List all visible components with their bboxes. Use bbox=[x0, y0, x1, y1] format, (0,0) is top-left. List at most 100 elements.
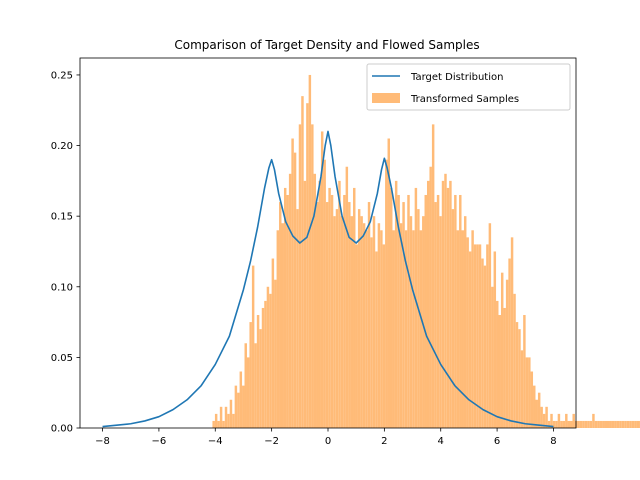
histogram-bar bbox=[542, 413, 546, 428]
histogram-bar bbox=[621, 420, 625, 428]
histogram-bar bbox=[454, 194, 457, 428]
histogram-bar bbox=[562, 420, 566, 428]
histogram-bar bbox=[394, 180, 398, 428]
histogram-bar bbox=[269, 293, 272, 428]
histogram-bar bbox=[229, 399, 233, 428]
histogram-bar bbox=[419, 230, 423, 428]
histogram-bar bbox=[353, 187, 356, 428]
y-tick-label: 0.05 bbox=[51, 353, 73, 364]
target-density-line bbox=[102, 130, 554, 428]
histogram-bar bbox=[560, 420, 563, 428]
histogram-bar bbox=[402, 202, 405, 428]
legend-box bbox=[366, 63, 571, 111]
histogram-bar bbox=[232, 413, 235, 428]
histogram-bars bbox=[212, 74, 640, 429]
histogram-bar bbox=[264, 300, 267, 428]
histogram-bar bbox=[340, 216, 344, 428]
histogram-bar bbox=[313, 173, 317, 428]
histogram-bar bbox=[318, 180, 321, 428]
histogram-bar bbox=[589, 420, 593, 428]
histogram-bar bbox=[237, 392, 240, 428]
density-line-group bbox=[102, 130, 554, 428]
histogram-bar bbox=[397, 194, 400, 428]
histogram-bar bbox=[298, 124, 302, 429]
histogram-bar bbox=[473, 244, 477, 428]
x-tick-label: 4 bbox=[438, 436, 444, 447]
y-tick-label: 0.10 bbox=[51, 282, 73, 293]
histogram-bar bbox=[382, 244, 386, 428]
histogram-bar bbox=[533, 385, 536, 428]
histogram-bar bbox=[537, 392, 541, 428]
histogram-bar bbox=[523, 315, 526, 428]
y-tick-label: 0.00 bbox=[51, 424, 73, 435]
y-tick-label: 0.20 bbox=[51, 141, 73, 152]
histogram-bar bbox=[449, 180, 452, 428]
histogram-bar bbox=[338, 180, 341, 428]
histogram-bar bbox=[515, 322, 519, 428]
histogram-bar bbox=[224, 406, 228, 428]
histogram-bar bbox=[417, 209, 420, 428]
histogram-bar bbox=[434, 202, 437, 428]
legend: Target Distribution Transformed Samples bbox=[366, 63, 571, 111]
histogram-bar bbox=[518, 329, 521, 428]
histogram-bar bbox=[459, 194, 462, 428]
x-tick-label: −6 bbox=[152, 436, 167, 447]
histogram-bar bbox=[306, 103, 309, 428]
histogram-bar bbox=[350, 216, 354, 428]
histogram-bar bbox=[444, 173, 447, 428]
histogram-bar bbox=[348, 202, 351, 428]
histogram-bar bbox=[414, 187, 418, 428]
histogram-bar bbox=[266, 286, 270, 428]
histogram-bar bbox=[565, 413, 568, 428]
histogram-bar bbox=[550, 413, 553, 428]
x-tick-label: 6 bbox=[494, 436, 500, 447]
histogram-bar bbox=[602, 420, 605, 428]
histogram-bar bbox=[316, 202, 319, 428]
histogram-bar bbox=[409, 216, 413, 428]
histogram-bar bbox=[325, 202, 329, 428]
histogram-bar bbox=[636, 420, 640, 428]
histogram-bar bbox=[505, 279, 509, 428]
histogram-bar bbox=[552, 420, 556, 428]
histogram-bar bbox=[424, 194, 427, 428]
histogram-bar bbox=[451, 209, 455, 428]
histogram-bar bbox=[335, 209, 339, 428]
histogram-bar bbox=[626, 420, 630, 428]
histogram-bar bbox=[570, 420, 573, 428]
histogram-bar bbox=[429, 166, 432, 429]
histogram-bar bbox=[520, 350, 524, 428]
histogram-bar bbox=[439, 216, 442, 428]
histogram-bar bbox=[629, 420, 632, 428]
legend-label: Transformed Samples bbox=[410, 94, 519, 105]
y-tick-label: 0.15 bbox=[51, 212, 73, 223]
histogram-bar bbox=[355, 244, 358, 428]
histogram-bar bbox=[276, 230, 280, 428]
histogram-bar bbox=[503, 307, 506, 428]
histogram-bar bbox=[577, 420, 580, 428]
histogram-bar bbox=[311, 124, 314, 429]
histogram-bar bbox=[555, 420, 558, 428]
histogram-bar bbox=[587, 420, 590, 428]
histogram-bar bbox=[483, 265, 487, 428]
histogram-bar bbox=[461, 230, 464, 428]
histogram-bar bbox=[481, 258, 484, 428]
y-tick-label: 0.25 bbox=[51, 70, 73, 81]
x-tick-label: 2 bbox=[381, 436, 387, 447]
histogram-bar bbox=[293, 152, 297, 428]
histogram-bar bbox=[333, 216, 336, 428]
histogram-bar bbox=[592, 413, 595, 428]
histogram-bar bbox=[219, 406, 223, 428]
histogram-bar bbox=[466, 237, 469, 428]
histogram-bar bbox=[412, 230, 415, 428]
histogram-bar bbox=[557, 413, 561, 428]
histogram-bar bbox=[493, 251, 497, 428]
histogram-bar bbox=[357, 209, 361, 428]
histogram-bar bbox=[513, 293, 516, 428]
histogram-bar bbox=[491, 286, 494, 428]
histogram-bar bbox=[328, 187, 331, 428]
histogram-bar bbox=[377, 223, 381, 428]
histogram-bar bbox=[631, 420, 635, 428]
histogram-bar bbox=[634, 420, 637, 428]
x-tick-label: −2 bbox=[264, 436, 279, 447]
histogram-bar bbox=[616, 420, 620, 428]
